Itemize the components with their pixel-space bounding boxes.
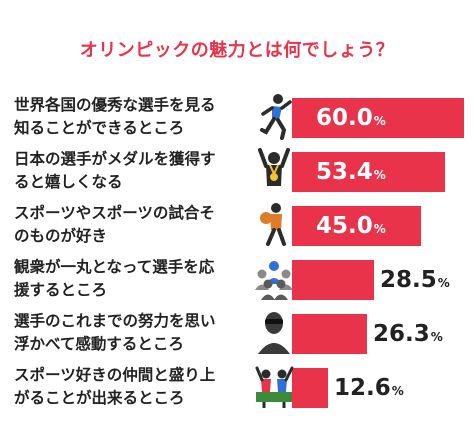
bar [292, 314, 367, 354]
category-label-line: 浮かべて感動するところ [14, 335, 184, 353]
value-unit: % [437, 276, 450, 290]
value-unit: % [373, 222, 386, 236]
value-number: 60.0 [316, 105, 373, 131]
value-number: 28.5 [380, 267, 437, 293]
value-unit: % [391, 384, 404, 398]
value-label: 45.0% [316, 206, 386, 246]
value-label: 53.4% [316, 152, 386, 192]
category-label-line: 選手のこれまでの努力を思い [14, 312, 216, 330]
category-label-line: スポーツ好きの仲間と盛り上 [14, 366, 216, 384]
category-label: スポーツ好きの仲間と盛り上 がることが出来るところ [14, 364, 246, 410]
value-label: 12.6% [334, 368, 404, 408]
bar-row: 日本の選手がメダルを獲得す ると嬉しくなる 53.4% [0, 146, 474, 198]
bar-row: 選手のこれまでの努力を思い 浮かべて感動するところ 26.3% [0, 308, 474, 360]
crowd-icon [252, 254, 296, 302]
cheering-fans-icon [252, 362, 296, 410]
chart-title: オリンピックの魅力とは何でしょう？ [79, 40, 395, 61]
category-label-line: がることが出来るところ [14, 389, 185, 407]
value-number: 53.4 [316, 159, 373, 185]
medal-athlete-icon [252, 146, 296, 194]
category-label-line: 日本の選手がメダルを獲得す [14, 150, 216, 168]
bar-row: 観衆が一丸となって選手を応 援するところ 28.5% [0, 254, 474, 306]
athlete-bust-icon [252, 308, 296, 356]
category-label-line: スポーツやスポーツの試合そ [14, 204, 215, 222]
category-label: 選手のこれまでの努力を思い 浮かべて感動するところ [14, 310, 246, 356]
value-number: 45.0 [316, 213, 373, 239]
value-number: 26.3 [373, 321, 430, 347]
bar [292, 368, 328, 408]
category-label-line: 援するところ [14, 281, 108, 299]
value-number: 12.6 [334, 375, 391, 401]
category-label: スポーツやスポーツの試合そ のものが好き [14, 202, 246, 248]
category-label-line: 知ることができるところ [14, 119, 185, 137]
bar [292, 206, 421, 246]
value-label: 60.0% [316, 98, 386, 138]
basketball-player-icon [252, 200, 296, 248]
bar [292, 152, 445, 192]
value-unit: % [373, 114, 386, 128]
category-label-line: 観衆が一丸となって選手を応 [14, 258, 215, 276]
category-label: 世界各国の優秀な選手を見る 知ることができるところ [14, 94, 246, 140]
bar-row: スポーツ好きの仲間と盛り上 がることが出来るところ 12.6% [0, 362, 474, 414]
value-label: 28.5% [380, 260, 450, 300]
category-label: 観衆が一丸となって選手を応 援するところ [14, 256, 246, 302]
category-label: 日本の選手がメダルを獲得す ると嬉しくなる [14, 148, 246, 194]
value-unit: % [373, 168, 386, 182]
bar [292, 260, 374, 300]
value-unit: % [430, 330, 443, 344]
category-label-line: のものが好き [14, 227, 108, 245]
bar [292, 98, 464, 138]
bar-row: 世界各国の優秀な選手を見る 知ることができるところ 60.0% [0, 92, 474, 144]
runner-icon [252, 92, 296, 140]
category-label-line: 世界各国の優秀な選手を見る [14, 96, 216, 114]
value-label: 26.3% [373, 314, 443, 354]
bar-row: スポーツやスポーツの試合そ のものが好き 45.0% [0, 200, 474, 252]
category-label-line: ると嬉しくなる [14, 173, 123, 191]
